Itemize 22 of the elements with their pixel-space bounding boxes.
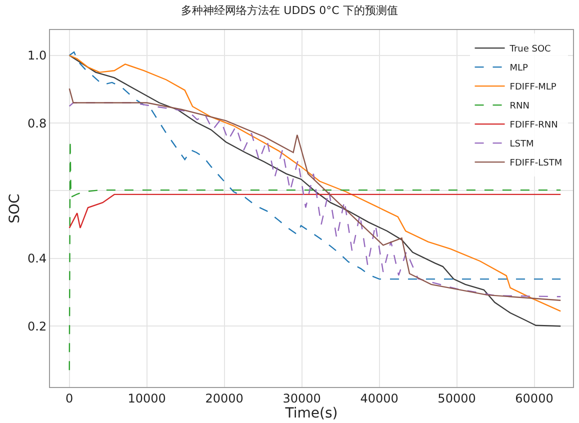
legend-label: RNN <box>510 102 530 112</box>
x-tick-label: 20000 <box>205 391 244 406</box>
x-tick-label: 30000 <box>282 391 321 406</box>
legend-label: MLP <box>510 64 529 74</box>
chart-title: 多种神经网络方法在 UDDS 0°C 下的预测值 <box>181 4 398 18</box>
y-tick-label: 0.2 <box>28 319 47 334</box>
x-tick-label: 10000 <box>128 391 166 406</box>
legend-label: FDIFF-RNN <box>510 120 558 131</box>
y-tick-label: 0.4 <box>28 252 47 266</box>
y-axis-title: SOC <box>7 193 24 224</box>
legend-label: FDIFF-LSTM <box>510 158 562 169</box>
legend-label: LSTM <box>510 140 534 150</box>
x-tick-label: 60000 <box>515 391 554 406</box>
y-tick-label: 0.8 <box>28 116 47 130</box>
x-tick-label: 50000 <box>438 391 476 406</box>
x-axis-title: Time(s) <box>284 405 338 422</box>
legend-label: FDIFF-MLP <box>510 82 557 93</box>
x-tick-label: 0 <box>66 391 74 406</box>
legend-label: True SOC <box>508 44 551 55</box>
line-series <box>68 194 562 229</box>
x-tick-label: 40000 <box>360 391 398 406</box>
y-tick-label: 1.0 <box>28 48 47 63</box>
